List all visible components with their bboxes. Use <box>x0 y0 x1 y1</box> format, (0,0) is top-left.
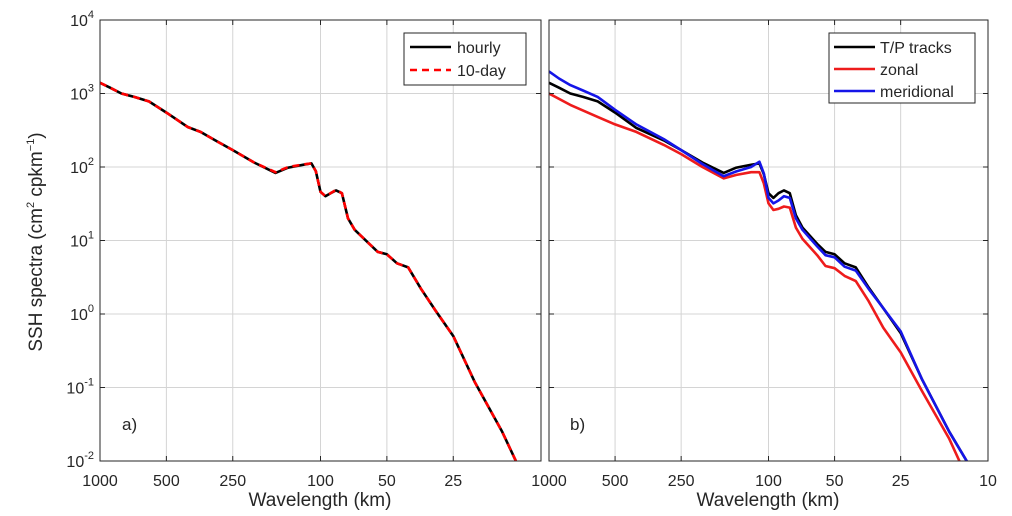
x-tick-label: 250 <box>219 473 246 490</box>
panel-b-xtick-labels: 1000 500 250 100 50 25 10 <box>531 473 997 490</box>
x-tick-label: 500 <box>153 473 180 490</box>
x-tick-label: 100 <box>755 473 782 490</box>
panel-a: 1000 500 250 100 50 25 10-210-110010110210310… <box>66 9 542 511</box>
legend-label-zonal: zonal <box>880 62 918 79</box>
panel-a-grid <box>100 20 541 461</box>
y-axis-label: SSH spectra (cm2 cpkm−1) <box>25 132 47 351</box>
x-tick-label: 1000 <box>82 473 118 490</box>
panel-a-ytick-labels: 10-2 10-1 100 101 102 103 104 <box>66 9 94 471</box>
x-tick-label: 500 <box>602 473 629 490</box>
x-tick-label: 10 <box>979 473 997 490</box>
y-tick-label: 10-1 <box>66 377 94 398</box>
legend-label-meridional: meridional <box>880 84 954 101</box>
panel-a-ticks <box>99 19 541 462</box>
x-tick-label: 25 <box>892 473 910 490</box>
panel-a-xtick-labels: 1000 500 250 100 50 25 <box>82 473 462 490</box>
x-tick-label: 50 <box>826 473 844 490</box>
panel-b-grid <box>549 20 988 461</box>
legend-label-10-day: 10-day <box>457 63 506 80</box>
series-line-zonal <box>549 92 961 461</box>
y-tick-label: 10-2 <box>66 450 94 471</box>
legend-label-tp-tracks: T/P tracks <box>880 40 952 57</box>
x-tick-label: 1000 <box>531 473 567 490</box>
panel-a-series <box>100 81 518 461</box>
panel-b-legend: T/P tracks zonal meridional <box>828 32 976 104</box>
series-line-meridional <box>549 70 968 461</box>
y-tick-label: 102 <box>70 156 94 177</box>
y-tick-label: 103 <box>70 83 94 104</box>
y-tick-label: 101 <box>70 230 94 251</box>
panel-a-tag: a) <box>122 415 137 434</box>
panel-a-legend: hourly 10-day <box>403 32 527 86</box>
x-tick-label: 250 <box>668 473 695 490</box>
series-line-10-day <box>100 81 518 461</box>
panel-b-ticks <box>548 19 989 462</box>
legend-label-hourly: hourly <box>457 40 501 57</box>
panel-b-tag: b) <box>570 415 585 434</box>
y-tick-label: 100 <box>70 303 94 324</box>
panel-b-xlabel: Wavelength (km) <box>697 490 840 511</box>
x-tick-label: 100 <box>307 473 334 490</box>
x-tick-label: 50 <box>378 473 396 490</box>
panel-a-xlabel: Wavelength (km) <box>249 490 392 511</box>
y-tick-label: 104 <box>70 9 94 30</box>
panel-a-legend-box <box>403 32 527 86</box>
panel-b: 1000 500 250 100 50 25 10 b) Wavelength (km) T… <box>531 19 997 511</box>
panel-b-series <box>549 70 968 461</box>
x-tick-label: 25 <box>444 473 462 490</box>
